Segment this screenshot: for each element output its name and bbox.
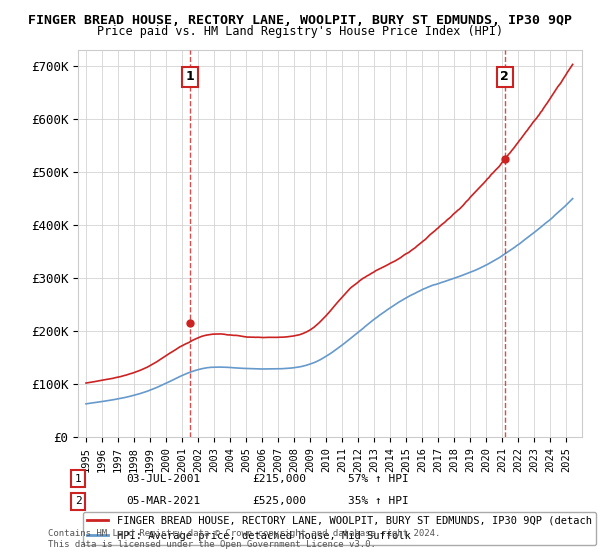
Text: 1: 1 (74, 474, 82, 484)
Text: Contains HM Land Registry data © Crown copyright and database right 2024.
This d: Contains HM Land Registry data © Crown c… (48, 529, 440, 549)
Text: Price paid vs. HM Land Registry's House Price Index (HPI): Price paid vs. HM Land Registry's House … (97, 25, 503, 38)
Text: 05-MAR-2021: 05-MAR-2021 (126, 496, 200, 506)
Text: FINGER BREAD HOUSE, RECTORY LANE, WOOLPIT, BURY ST EDMUNDS, IP30 9QP: FINGER BREAD HOUSE, RECTORY LANE, WOOLPI… (28, 14, 572, 27)
Legend: FINGER BREAD HOUSE, RECTORY LANE, WOOLPIT, BURY ST EDMUNDS, IP30 9QP (detach, HP: FINGER BREAD HOUSE, RECTORY LANE, WOOLPI… (83, 512, 596, 545)
Text: 2: 2 (74, 496, 82, 506)
Text: 57% ↑ HPI: 57% ↑ HPI (348, 474, 409, 484)
Text: 03-JUL-2001: 03-JUL-2001 (126, 474, 200, 484)
Text: £215,000: £215,000 (252, 474, 306, 484)
Text: 1: 1 (185, 71, 194, 83)
Text: 2: 2 (500, 71, 509, 83)
Text: £525,000: £525,000 (252, 496, 306, 506)
Text: 35% ↑ HPI: 35% ↑ HPI (348, 496, 409, 506)
